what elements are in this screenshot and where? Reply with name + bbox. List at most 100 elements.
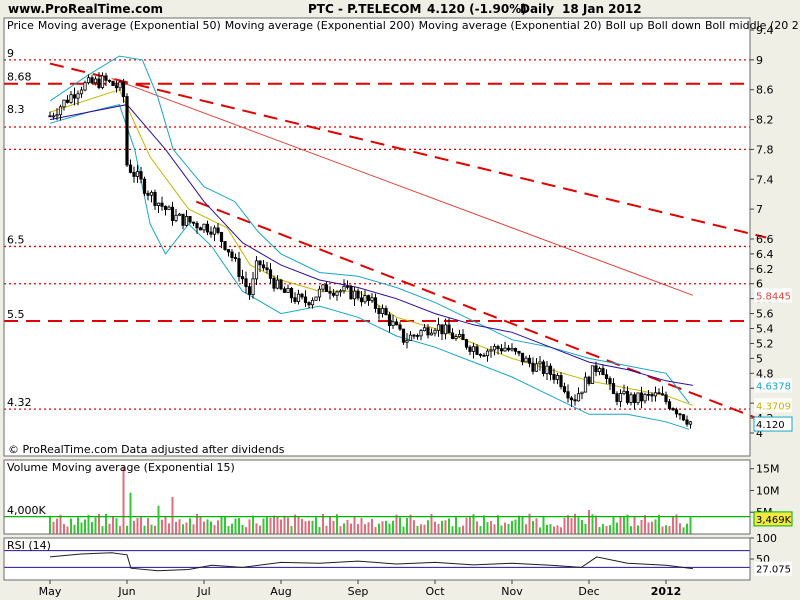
candle-body xyxy=(83,82,87,91)
candle-body xyxy=(90,77,94,84)
volume-bar xyxy=(458,527,461,534)
candle-body xyxy=(328,291,332,294)
candle-body xyxy=(160,202,164,207)
candle xyxy=(548,363,553,381)
candle xyxy=(216,223,220,235)
volume-bar xyxy=(318,527,321,534)
candle-body xyxy=(240,276,245,280)
level-label-0: 9 xyxy=(7,47,14,60)
trend-line-1 xyxy=(195,200,767,423)
candle-body xyxy=(443,324,448,335)
candle xyxy=(352,286,357,306)
price-tick-label: 7.8 xyxy=(756,143,774,156)
volume-bar xyxy=(367,522,370,534)
candle xyxy=(356,288,360,301)
volume-bar xyxy=(479,526,482,534)
candle-body xyxy=(272,277,276,289)
candle xyxy=(342,279,346,294)
candle xyxy=(349,284,353,300)
legend-item-3: Moving average (Exponential 20) xyxy=(419,19,602,32)
candle xyxy=(426,324,430,339)
candle-body xyxy=(503,347,507,352)
volume-bar xyxy=(91,521,93,534)
candle xyxy=(135,164,140,183)
candle-body xyxy=(576,393,581,402)
candle xyxy=(230,249,234,262)
volume-bar xyxy=(322,513,324,534)
volume-bar xyxy=(196,513,198,534)
candle xyxy=(440,324,444,341)
candle-body xyxy=(296,293,301,302)
candle xyxy=(660,386,665,396)
boll-up-line xyxy=(49,55,690,404)
value-tag-0: 5.8445 xyxy=(754,288,792,303)
volume-bar xyxy=(665,525,667,534)
candle-body xyxy=(524,357,528,363)
x-tick-label: Dec xyxy=(578,585,599,598)
candle xyxy=(156,202,161,213)
level-label-1: 8.68 xyxy=(7,71,32,84)
price-frame xyxy=(3,17,751,457)
candle-body xyxy=(286,288,290,293)
right-value-tags: 5.8445 4.6378 4.3709 4.120 3,469K 27.075 xyxy=(753,288,793,576)
candle xyxy=(653,386,658,402)
candle xyxy=(380,304,385,318)
candle-body xyxy=(513,347,518,352)
candle xyxy=(153,189,157,210)
candle-body xyxy=(72,94,77,99)
candle xyxy=(436,317,441,337)
candle-body xyxy=(282,288,287,293)
candle xyxy=(618,389,623,408)
volume-bar xyxy=(150,524,153,534)
volume-bar xyxy=(381,521,384,534)
candle-body xyxy=(583,376,588,393)
price-panel[interactable]: Price Moving average (Exponential 50) Movi… xyxy=(3,17,800,457)
volume-bar xyxy=(497,515,499,534)
candle-body xyxy=(387,314,392,326)
price-tick-label: 9 xyxy=(756,54,763,67)
candle xyxy=(184,210,189,227)
volume-bar xyxy=(486,522,489,534)
volume-bar xyxy=(157,505,160,534)
volume-panel[interactable]: Volume Moving average (Exponential 15) 4,… xyxy=(3,459,751,535)
candle xyxy=(307,301,311,309)
rsi-panel[interactable]: RSI (14) xyxy=(3,537,751,581)
candle xyxy=(345,280,350,290)
candle xyxy=(209,226,213,238)
candle xyxy=(636,392,640,406)
candle xyxy=(100,72,105,90)
candle xyxy=(398,322,402,331)
volume-bar xyxy=(535,518,538,534)
volume-bar xyxy=(360,518,363,534)
volume-bar xyxy=(315,517,317,534)
volume-bar xyxy=(238,518,240,534)
candle xyxy=(419,329,423,341)
rsi-legend: RSI (14) xyxy=(7,539,51,552)
volume-bar xyxy=(332,520,335,534)
candle xyxy=(107,79,112,83)
candle xyxy=(247,282,252,300)
candle xyxy=(538,355,542,371)
candle xyxy=(650,392,654,402)
volume-bar xyxy=(630,526,632,534)
ema200-line xyxy=(111,78,694,296)
site-title[interactable]: www.ProRealTime.com xyxy=(8,2,163,16)
candle-body xyxy=(541,361,546,374)
candle xyxy=(65,95,70,104)
candle-body xyxy=(93,78,98,84)
candle xyxy=(583,372,588,393)
volume-bar xyxy=(448,518,450,534)
candle-body xyxy=(454,336,458,340)
volume-bar xyxy=(616,522,618,534)
candle-body xyxy=(86,77,91,84)
volume-bar xyxy=(217,520,219,534)
candle-body xyxy=(608,378,612,384)
candle xyxy=(387,311,392,333)
volume-legend-item-1: Moving average (Exponential 15) xyxy=(52,461,235,474)
candle-body xyxy=(125,96,129,166)
candle-body xyxy=(300,293,304,298)
price-tick-label: 6.4 xyxy=(756,248,774,261)
candle xyxy=(559,372,563,390)
candle xyxy=(90,75,94,84)
quote-text: 4.120 (-1.90%) xyxy=(427,2,527,16)
